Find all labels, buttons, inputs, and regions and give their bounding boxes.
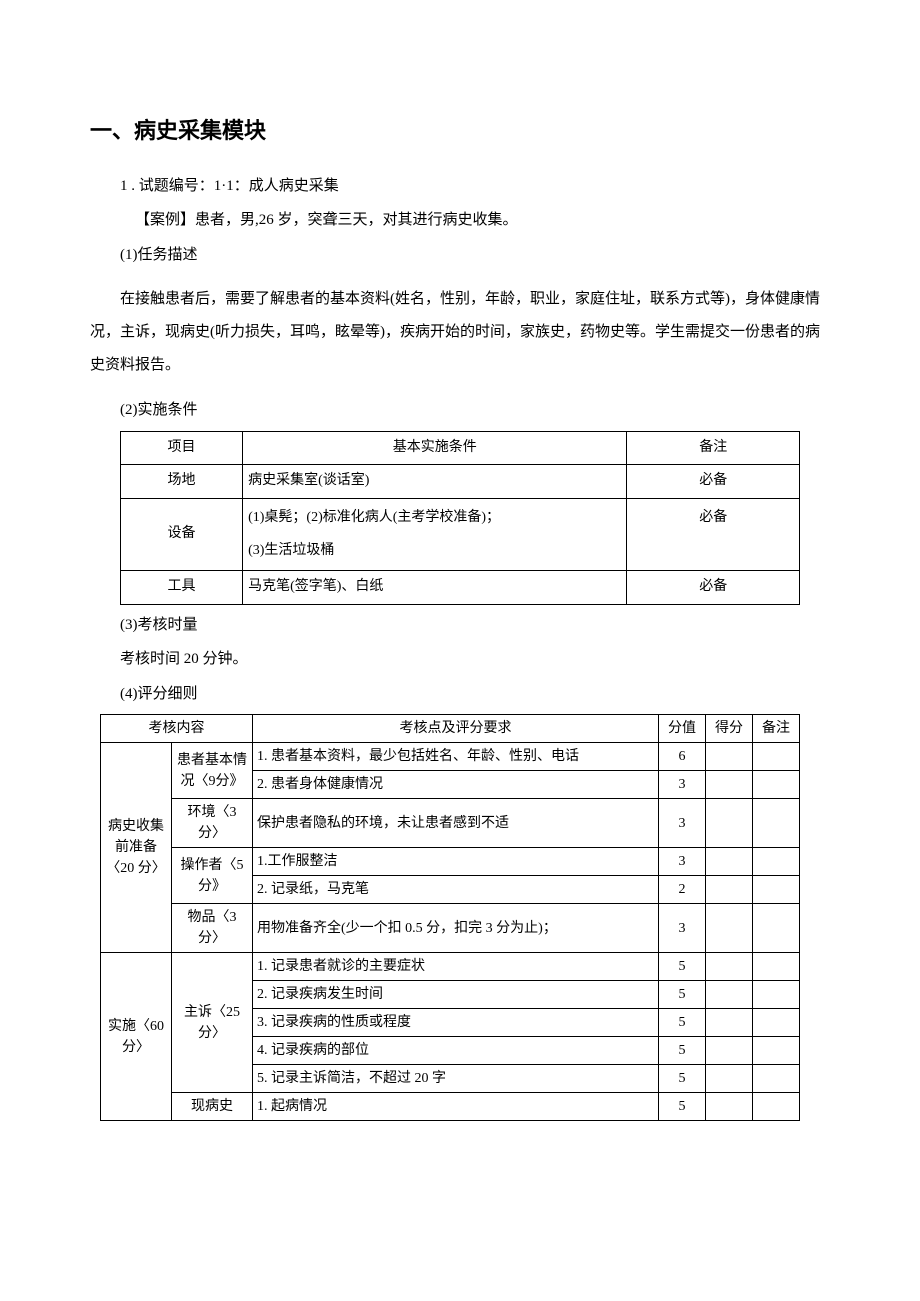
score-val: 6: [659, 743, 706, 771]
scoring-table: 考核内容 考核点及评分要求 分值 得分 备注 病史收集前准备〈20 分〉 患者基…: [100, 714, 800, 1121]
score-req: 用物准备齐全(少一个扣 0.5 分，扣完 3 分为止)；: [253, 904, 659, 953]
score-req: 1. 记录患者就诊的主要症状: [253, 953, 659, 981]
score-req: 2. 记录纸，马克笔: [253, 876, 659, 904]
score-req: 1. 患者基本资料，最少包括姓名、年龄、性别、电话: [253, 743, 659, 771]
score-note: [753, 743, 800, 771]
score-note: [753, 848, 800, 876]
score-val: 5: [659, 1093, 706, 1121]
score-note: [753, 1093, 800, 1121]
score-req: 1. 起病情况: [253, 1093, 659, 1121]
score-h-content: 考核内容: [101, 715, 253, 743]
score-got: [706, 771, 753, 799]
score-got: [706, 743, 753, 771]
score-got: [706, 981, 753, 1009]
score-note: [753, 1037, 800, 1065]
cond-cell: 工具: [121, 571, 243, 605]
table-row: 项目 基本实施条件 备注: [121, 431, 800, 465]
cond-h2: 基本实施条件: [243, 431, 627, 465]
sec1-title: (1)任务描述: [90, 241, 830, 270]
cond-cell: 必备: [627, 571, 800, 605]
cond-cell: (1)桌髡；(2)标准化病人(主考学校准备)；: [243, 498, 627, 534]
table-row: 场地 病史采集室(谈话室) 必备: [121, 465, 800, 499]
cond-cell: 设备: [121, 498, 243, 570]
score-sub: 物品〈3 分〉: [172, 904, 253, 953]
score-val: 3: [659, 904, 706, 953]
score-note: [753, 799, 800, 848]
score-sub: 现病史: [172, 1093, 253, 1121]
score-got: [706, 876, 753, 904]
sec3-title: (3)考核时量: [90, 611, 830, 640]
score-got: [706, 1037, 753, 1065]
score-val: 5: [659, 1037, 706, 1065]
score-note: [753, 876, 800, 904]
score-note: [753, 771, 800, 799]
cond-cell: 场地: [121, 465, 243, 499]
score-req: 5. 记录主诉简洁，不超过 20 字: [253, 1065, 659, 1093]
score-val: 5: [659, 1065, 706, 1093]
cond-cell: (3)生活垃圾桶: [243, 535, 627, 571]
score-note: [753, 981, 800, 1009]
score-sub: 主诉〈25 分〉: [172, 953, 253, 1093]
score-sub: 患者基本情况〈9分》: [172, 743, 253, 799]
score-h-req: 考核点及评分要求: [253, 715, 659, 743]
score-req: 3. 记录疾病的性质或程度: [253, 1009, 659, 1037]
score-req: 保护患者隐私的环境，未让患者感到不适: [253, 799, 659, 848]
cond-cell: 马克笔(签字笔)、白纸: [243, 571, 627, 605]
score-h-note: 备注: [753, 715, 800, 743]
score-got: [706, 799, 753, 848]
table-row: 操作者〈5 分》 1.工作服整洁 3: [101, 848, 800, 876]
cond-cell: 必备: [627, 465, 800, 499]
score-h-val: 分值: [659, 715, 706, 743]
test-number-line: 1 . 试题编号：1·1：成人病史采集: [90, 172, 830, 201]
table-row: 设备 (1)桌髡；(2)标准化病人(主考学校准备)； 必备: [121, 498, 800, 534]
score-req: 1.工作服整洁: [253, 848, 659, 876]
score-group: 病史收集前准备〈20 分〉: [101, 743, 172, 953]
score-val: 3: [659, 771, 706, 799]
score-val: 5: [659, 1009, 706, 1037]
score-h-got: 得分: [706, 715, 753, 743]
conditions-table: 项目 基本实施条件 备注 场地 病史采集室(谈话室) 必备 设备 (1)桌髡；(…: [120, 431, 800, 605]
score-sub: 操作者〈5 分》: [172, 848, 253, 904]
table-row: 工具 马克笔(签字笔)、白纸 必备: [121, 571, 800, 605]
cond-h3: 备注: [627, 431, 800, 465]
score-got: [706, 904, 753, 953]
cond-h1: 项目: [121, 431, 243, 465]
score-val: 5: [659, 981, 706, 1009]
score-sub: 环境〈3 分〉: [172, 799, 253, 848]
cond-cell: 必备: [627, 498, 800, 570]
table-row: 现病史 1. 起病情况 5: [101, 1093, 800, 1121]
cond-cell: 病史采集室(谈话室): [243, 465, 627, 499]
sec3-body: 考核时间 20 分钟。: [90, 645, 830, 674]
score-got: [706, 848, 753, 876]
sec1-body: 在接触患者后，需要了解患者的基本资料(姓名，性别，年龄，职业，家庭住址，联系方式…: [90, 283, 830, 382]
score-val: 5: [659, 953, 706, 981]
score-req: 2. 记录疾病发生时间: [253, 981, 659, 1009]
score-note: [753, 1065, 800, 1093]
score-req: 2. 患者身体健康情况: [253, 771, 659, 799]
score-req: 4. 记录疾病的部位: [253, 1037, 659, 1065]
score-got: [706, 1093, 753, 1121]
sec4-title: (4)评分细则: [90, 680, 830, 709]
table-row: 病史收集前准备〈20 分〉 患者基本情况〈9分》 1. 患者基本资料，最少包括姓…: [101, 743, 800, 771]
table-row: 实施〈60 分〉 主诉〈25 分〉 1. 记录患者就诊的主要症状 5: [101, 953, 800, 981]
case-line: 【案例】患者，男,26 岁，突聋三天，对其进行病史收集。: [90, 206, 830, 235]
score-val: 2: [659, 876, 706, 904]
score-val: 3: [659, 799, 706, 848]
score-got: [706, 953, 753, 981]
table-row: 环境〈3 分〉 保护患者隐私的环境，未让患者感到不适 3: [101, 799, 800, 848]
sec2-title: (2)实施条件: [90, 396, 830, 425]
score-group: 实施〈60 分〉: [101, 953, 172, 1121]
score-note: [753, 1009, 800, 1037]
table-row: 考核内容 考核点及评分要求 分值 得分 备注: [101, 715, 800, 743]
score-val: 3: [659, 848, 706, 876]
score-note: [753, 953, 800, 981]
score-note: [753, 904, 800, 953]
section-heading: 一、病史采集模块: [90, 110, 830, 152]
score-got: [706, 1065, 753, 1093]
table-row: 物品〈3 分〉 用物准备齐全(少一个扣 0.5 分，扣完 3 分为止)； 3: [101, 904, 800, 953]
score-got: [706, 1009, 753, 1037]
